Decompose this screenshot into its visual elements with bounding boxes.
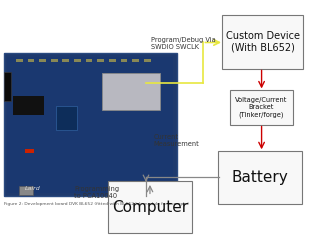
FancyBboxPatch shape	[7, 57, 174, 193]
FancyBboxPatch shape	[4, 53, 177, 196]
FancyBboxPatch shape	[132, 59, 139, 61]
FancyBboxPatch shape	[121, 59, 127, 61]
FancyBboxPatch shape	[102, 73, 160, 110]
FancyBboxPatch shape	[16, 59, 23, 61]
FancyBboxPatch shape	[13, 96, 43, 115]
FancyBboxPatch shape	[86, 59, 92, 61]
Text: Custom Device
(With BL652): Custom Device (With BL652)	[226, 31, 300, 53]
Text: Voltage/Current
Bracket
(Tinker/forge): Voltage/Current Bracket (Tinker/forge)	[235, 97, 288, 118]
FancyBboxPatch shape	[97, 59, 104, 61]
Text: Battery: Battery	[232, 170, 288, 185]
FancyBboxPatch shape	[74, 59, 81, 61]
Text: Current
Measurement: Current Measurement	[154, 134, 199, 147]
Text: Figure 2: Development board DVK BL652 (fitted with BL652 lab module for example): Figure 2: Development board DVK BL652 (f…	[4, 202, 188, 206]
FancyBboxPatch shape	[39, 59, 46, 61]
Text: Computer: Computer	[112, 200, 188, 215]
FancyBboxPatch shape	[56, 106, 77, 130]
FancyBboxPatch shape	[63, 59, 69, 61]
FancyBboxPatch shape	[144, 59, 151, 61]
FancyBboxPatch shape	[19, 186, 33, 195]
FancyBboxPatch shape	[28, 59, 34, 61]
FancyBboxPatch shape	[25, 149, 34, 153]
Text: Programming
to PCA10040: Programming to PCA10040	[74, 186, 119, 199]
FancyBboxPatch shape	[218, 151, 302, 204]
FancyBboxPatch shape	[223, 15, 303, 69]
FancyBboxPatch shape	[230, 90, 293, 125]
Text: Program/Debug Via
SWDIO SWCLK: Program/Debug Via SWDIO SWCLK	[151, 37, 215, 50]
FancyBboxPatch shape	[109, 59, 116, 61]
FancyBboxPatch shape	[4, 72, 11, 101]
FancyBboxPatch shape	[108, 181, 192, 233]
FancyBboxPatch shape	[51, 59, 58, 61]
Text: Laird: Laird	[25, 186, 41, 191]
